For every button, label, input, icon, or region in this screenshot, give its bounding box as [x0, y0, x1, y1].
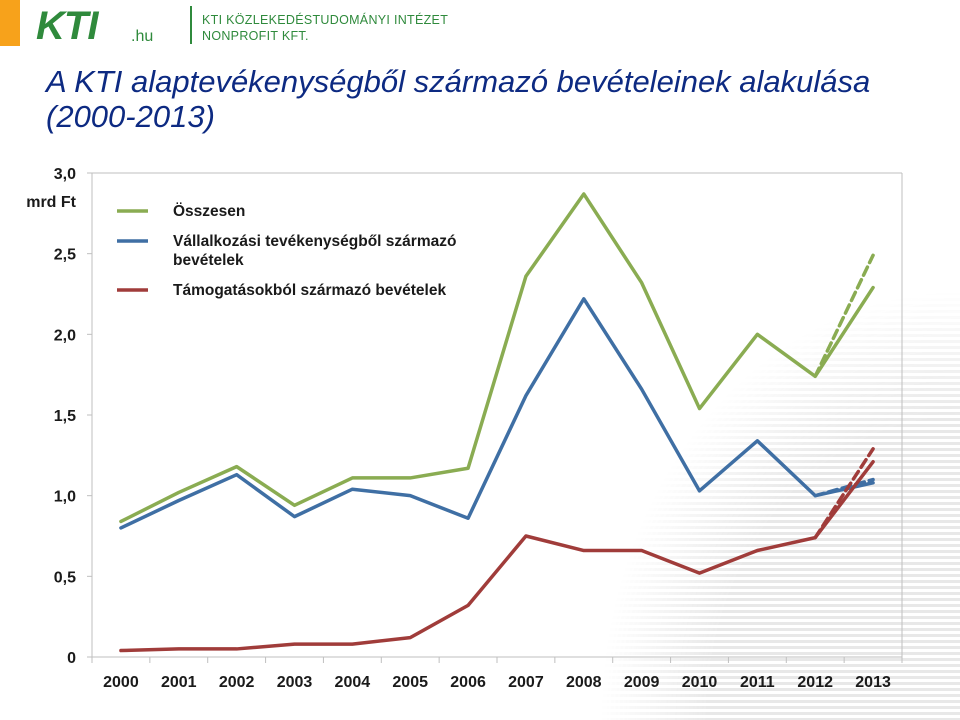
x-tick-label: 2001	[161, 674, 197, 691]
x-axis-ticks: 2000 2001 2002 2003 2004 2005 2006 2007 2008 2009…	[91, 657, 903, 691]
y-axis-ticks: 3,0 2,5 2,0 1,5 1,0 0,5 0	[54, 166, 92, 667]
x-tick-label: 2013	[855, 674, 891, 691]
x-tick-label: 2011	[740, 674, 775, 691]
legend-label-2: Vállalkozási tevékenységből származó bevé…	[173, 233, 456, 269]
y-tick-label: 1,5	[54, 408, 76, 425]
x-tick-label: 2006	[450, 674, 486, 691]
background-stripe-decoration	[600, 250, 960, 720]
legend-label-1: Összesen	[173, 203, 245, 220]
orange-accent-bar	[0, 0, 20, 46]
x-tick-label: 2008	[566, 674, 602, 691]
series-forecast-dashed-2	[813, 477, 875, 498]
series-line-2	[119, 297, 875, 530]
x-tick-label: 2000	[103, 674, 139, 691]
logo-domain: .hu	[131, 28, 154, 45]
y-tick-label: 1,0	[54, 489, 76, 506]
legend-label-3: Támogatásokból származó bevételek	[173, 282, 446, 299]
series-forecast-dashed-3	[813, 447, 875, 540]
slide-title: A KTI alaptevékenységből származó bevéte…	[46, 64, 871, 134]
header-divider	[190, 6, 192, 44]
kti-logo[interactable]: KTI .hu	[36, 4, 186, 48]
org-line-2: NONPROFIT KFT.	[202, 29, 309, 43]
y-tick-label: 2,0	[54, 327, 76, 344]
y-tick-label: 0	[67, 650, 76, 667]
logo-text: KTI	[36, 4, 98, 48]
series-line-3	[119, 460, 875, 653]
x-tick-label: 2009	[624, 674, 660, 691]
chart-legend: Összesen Vállalkozási tevékenységből szár…	[117, 203, 456, 299]
x-tick-label: 2003	[277, 674, 313, 691]
series-forecast-dashed-1	[813, 253, 875, 379]
x-tick-label: 2012	[797, 674, 833, 691]
x-tick-label: 2010	[682, 674, 718, 691]
y-axis-unit-label: mrd Ft	[26, 194, 76, 211]
series-lines	[119, 192, 875, 653]
x-tick-label: 2004	[335, 674, 371, 691]
y-tick-label: 3,0	[54, 166, 76, 183]
y-tick-label: 0,5	[54, 569, 76, 586]
y-tick-label: 2,5	[54, 247, 76, 264]
x-tick-label: 2005	[392, 674, 428, 691]
series-line-1	[119, 192, 875, 524]
x-tick-label: 2007	[508, 674, 544, 691]
x-tick-label: 2002	[219, 674, 255, 691]
organization-name: KTI KÖZLEKEDÉSTUDOMÁNYI INTÉZET NONPROFI…	[202, 12, 448, 44]
org-line-1: KTI KÖZLEKEDÉSTUDOMÁNYI INTÉZET	[202, 13, 449, 27]
